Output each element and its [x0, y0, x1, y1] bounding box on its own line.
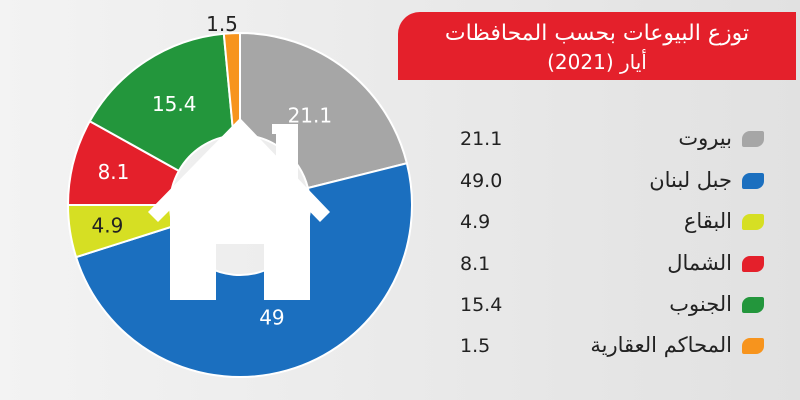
pie-slice-beirut: [239, 31, 409, 190]
legend-label: المحاكم العقارية: [590, 333, 732, 357]
legend-item-beirut: 21.1 بيروت: [440, 124, 770, 158]
legend-value: 4.9: [460, 211, 491, 233]
legend-label: الجنوب: [669, 292, 732, 316]
pie-slice-south: [88, 32, 235, 173]
legend-value: 21.1: [460, 128, 503, 150]
legend-label: بيروت: [678, 126, 732, 150]
legend-item-south: 15.4 الجنوب: [440, 290, 770, 324]
slice-label-real-estate-courts: 1.5: [206, 12, 238, 36]
slice-label-south: 15.4: [152, 92, 197, 116]
legend-label: جبل لبنان: [649, 168, 732, 192]
legend-label: البقاع: [683, 209, 732, 233]
pie-slices: [66, 31, 413, 378]
chart-subtitle: أيار (2021): [547, 50, 647, 74]
legend-item-north: 8.1 الشمال: [440, 249, 770, 283]
legend-item-bekaa: 4.9 البقاع: [440, 207, 770, 241]
legend-value: 15.4: [460, 294, 503, 316]
slice-label-beirut: 21.1: [288, 104, 333, 128]
legend-swatch: [742, 256, 764, 272]
legend-label: الشمال: [667, 251, 732, 275]
chart-title-banner: توزع البيوعات بحسب المحافظات أيار (2021): [398, 12, 796, 80]
legend-swatch: [742, 173, 764, 189]
slice-label-mount-lebanon: 49: [259, 306, 284, 330]
legend-value: 1.5: [460, 335, 491, 357]
legend-swatch: [742, 214, 764, 230]
legend-value: 8.1: [460, 253, 491, 275]
legend-value: 49.0: [460, 170, 503, 192]
slice-label-bekaa: 4.9: [92, 214, 124, 238]
slice-label-north: 8.1: [98, 160, 130, 184]
legend-swatch: [742, 338, 764, 354]
chart-title: توزع البيوعات بحسب المحافظات: [444, 21, 750, 46]
legend-swatch: [742, 297, 764, 313]
slice-labels: 21.1 49 4.9 8.1 15.4 1.5: [92, 12, 333, 330]
house-icon: [148, 118, 330, 300]
legend-swatch: [742, 131, 764, 147]
legend-item-mount-lebanon: 49.0 جبل لبنان: [440, 166, 770, 200]
legend-item-real-estate-courts: 1.5 المحاكم العقارية: [440, 331, 770, 365]
